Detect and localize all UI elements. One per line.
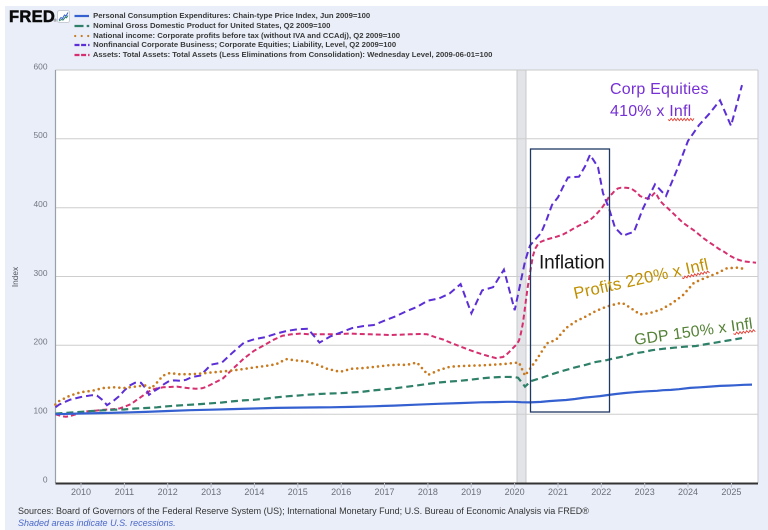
svg-text:2025: 2025 xyxy=(721,487,741,497)
svg-text:2015: 2015 xyxy=(288,487,308,497)
svg-text:2019: 2019 xyxy=(461,487,481,497)
svg-text:400: 400 xyxy=(34,199,48,209)
svg-text:2021: 2021 xyxy=(548,487,568,497)
svg-text:2010: 2010 xyxy=(71,487,91,497)
svg-text:2016: 2016 xyxy=(331,487,351,497)
svg-text:Index: Index xyxy=(10,266,20,287)
svg-text:2012: 2012 xyxy=(158,487,178,497)
svg-text:Inflation: Inflation xyxy=(539,253,605,274)
svg-text:300: 300 xyxy=(34,268,48,278)
svg-text:410% x Infl: 410% x Infl xyxy=(610,103,691,120)
svg-text:200: 200 xyxy=(34,337,48,347)
svg-text:Corp Equities: Corp Equities xyxy=(610,81,709,98)
svg-text:2013: 2013 xyxy=(201,487,221,497)
svg-text:600: 600 xyxy=(34,61,48,71)
svg-text:2017: 2017 xyxy=(374,487,394,497)
svg-text:2014: 2014 xyxy=(244,487,264,497)
svg-text:0: 0 xyxy=(43,474,48,484)
svg-text:2020: 2020 xyxy=(505,487,525,497)
svg-text:2023: 2023 xyxy=(635,487,655,497)
svg-text:2024: 2024 xyxy=(678,487,698,497)
svg-text:500: 500 xyxy=(34,130,48,140)
svg-text:2022: 2022 xyxy=(591,487,611,497)
svg-text:2011: 2011 xyxy=(115,487,134,497)
svg-text:2018: 2018 xyxy=(418,487,438,497)
svg-text:100: 100 xyxy=(34,406,48,416)
